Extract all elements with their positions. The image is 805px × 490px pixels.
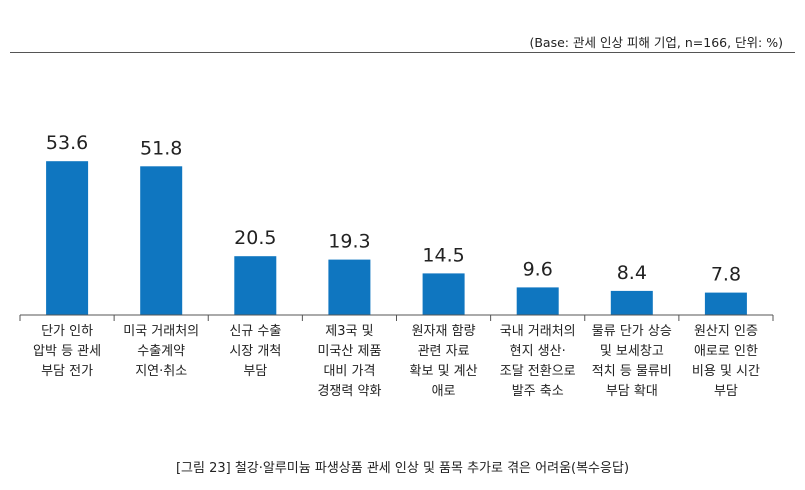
- value-label: 51.8: [140, 137, 182, 159]
- bar: [234, 256, 277, 315]
- category-label-line: 부담 확대: [606, 384, 658, 399]
- category-label-line: 시장 개척: [229, 344, 281, 359]
- category-label-line: 경쟁력 약화: [317, 384, 381, 399]
- category-label-line: 대비 가격: [323, 364, 375, 379]
- value-label: 9.6: [523, 258, 553, 280]
- category-label-line: 국내 거래처의: [500, 324, 576, 339]
- bar: [46, 161, 89, 315]
- bar: [516, 287, 559, 315]
- category-label-line: 압박 등 관세: [33, 344, 101, 359]
- category-label-line: 지연·취소: [135, 364, 187, 379]
- category-label-line: 물류 단가 상승: [592, 324, 672, 339]
- value-label: 7.8: [711, 264, 741, 286]
- category-label-line: 원자재 함량: [412, 324, 476, 339]
- category-label-line: 신규 수출: [229, 324, 281, 339]
- bar: [610, 290, 653, 315]
- category-label-line: 제3국 및: [325, 324, 373, 339]
- top-rule: [10, 52, 795, 53]
- value-label: 14.5: [422, 244, 464, 266]
- category-label-line: 부담: [243, 364, 267, 379]
- category-label-line: 발주 축소: [512, 384, 564, 399]
- value-label: 8.4: [617, 262, 647, 284]
- category-label-line: 관련 자료: [418, 344, 470, 359]
- value-label: 19.3: [328, 231, 370, 253]
- category-label-line: 및 보세창고: [600, 344, 664, 359]
- bars-group: [46, 161, 747, 315]
- category-label-line: 원산지 인증: [694, 324, 758, 339]
- tick-marks-group: [19, 315, 774, 321]
- category-label-line: 적치 등 물류비: [592, 364, 672, 379]
- value-label: 20.5: [234, 227, 276, 249]
- bar: [422, 273, 465, 315]
- category-label-line: 단가 인하: [41, 324, 93, 339]
- category-label-line: 수출계약: [137, 344, 185, 359]
- category-label-line: 미국 거래처의: [123, 324, 199, 339]
- figure-caption: [그림 23] 철강·알루미늄 파생상품 관세 인상 및 품목 추가로 겪은 어…: [175, 461, 630, 476]
- value-labels-group: 53.6 51.8 20.5 19.3 14.5 9.6 8.4 7.8: [46, 132, 741, 285]
- category-label-line: 부담: [714, 384, 738, 399]
- category-label-line: 부담 전가: [41, 364, 93, 379]
- category-label-line: 비용 및 시간: [692, 364, 760, 379]
- category-label-line: 조달 전환으로: [500, 364, 576, 379]
- bar: [328, 259, 371, 315]
- value-label: 53.6: [46, 132, 88, 154]
- category-label-line: 현지 생산·: [510, 344, 566, 359]
- category-label-line: 애로: [432, 384, 456, 399]
- category-label-line: 확보 및 계산: [410, 364, 478, 379]
- bar: [704, 292, 747, 315]
- category-label-line: 애로로 인한: [694, 344, 758, 359]
- category-label-line: 미국산 제품: [317, 344, 381, 359]
- base-note: (Base: 관세 인상 피해 기업, n=166, 단위: %): [529, 35, 783, 50]
- bar: [140, 166, 183, 315]
